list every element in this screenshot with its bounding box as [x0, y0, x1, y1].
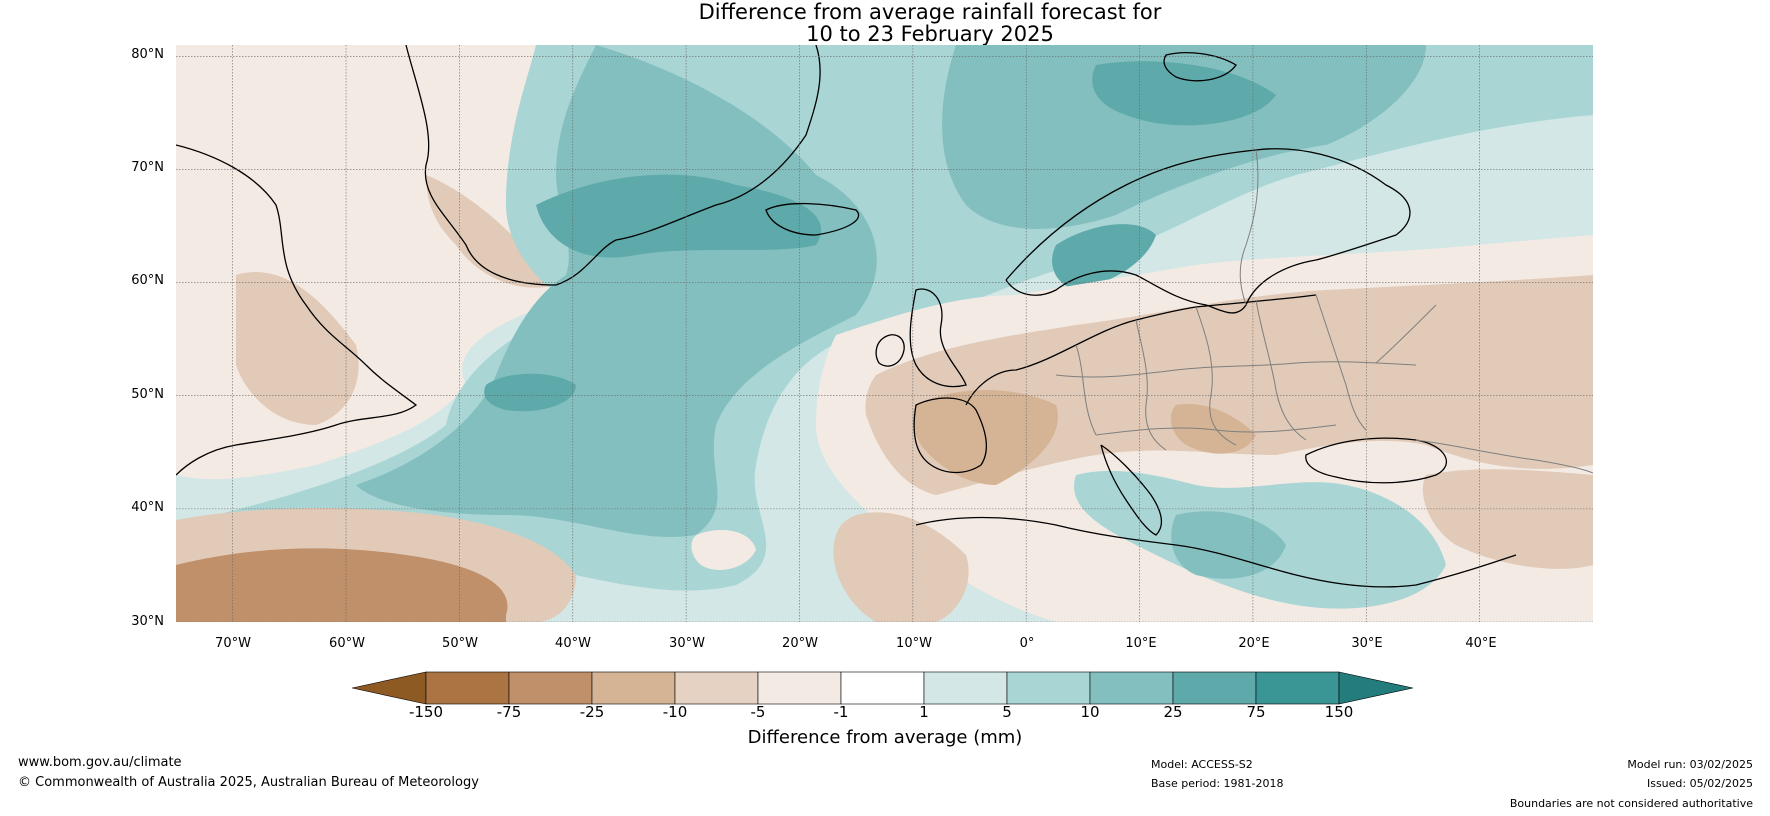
lon-label-20w: 20°W — [782, 636, 818, 651]
map-title-line-1: Difference from average rainfall forecas… — [698, 0, 1162, 24]
colorbar-tick-label: 5 — [1002, 703, 1012, 721]
coastline-canada — [176, 144, 418, 476]
coastlines — [176, 45, 1517, 588]
colorbar-extend-max — [1338, 671, 1414, 705]
colorbar-extend-min — [352, 671, 427, 705]
dry-region-greenland-west — [426, 175, 556, 288]
colorbar-tick-label: -10 — [662, 703, 688, 721]
coastline-greenland — [405, 45, 821, 286]
colorbar-tick-label: 25 — [1163, 703, 1183, 721]
colorbar-tick-label: 75 — [1246, 703, 1266, 721]
boundaries-disclaimer: Boundaries are not considered authoritat… — [1509, 797, 1753, 810]
colorbar-segment — [757, 671, 842, 705]
lon-label-40e: 40°E — [1465, 636, 1497, 651]
colorbar-tick-label: 150 — [1324, 703, 1354, 721]
lon-label-0: 0° — [1019, 636, 1035, 651]
coastline-scandinavia — [1005, 148, 1411, 314]
dry-region-labrador — [236, 272, 359, 425]
coastline-iceland — [765, 202, 860, 236]
issued-date: Issued: 05/02/2025 — [1646, 777, 1753, 790]
map-title-line-2: 10 to 23 February 2025 — [806, 22, 1054, 46]
website-link[interactable]: www.bom.gov.au/climate — [18, 755, 182, 770]
lat-label-80n: 80°N — [131, 47, 164, 62]
colorbar-segment — [1006, 671, 1091, 705]
graticule — [176, 45, 1593, 622]
lat-label-30n: 30°N — [131, 614, 164, 629]
wet-region-north-atlantic — [942, 45, 1426, 229]
coastline-iberia — [913, 397, 988, 474]
colorbar-segment — [508, 671, 593, 705]
lat-label-70n: 70°N — [131, 160, 164, 175]
colorbar-segment — [425, 671, 510, 705]
wet-region-greenland-coast — [536, 174, 822, 258]
wet-region-norway — [1052, 224, 1156, 290]
wet-region-mid-atlantic — [484, 373, 576, 412]
coastline-svalbard — [1163, 52, 1237, 82]
coastline-north-africa — [915, 516, 1517, 588]
colorbar-tick-label: -25 — [579, 703, 605, 721]
colorbar-segment — [923, 671, 1008, 705]
copyright-text: © Commonwealth of Australia 2025, Austra… — [18, 775, 479, 790]
coastline-british-isles — [909, 288, 967, 388]
lon-label-10w: 10°W — [896, 636, 932, 651]
model-run-date: Model run: 03/02/2025 — [1627, 758, 1753, 771]
lat-label-60n: 60°N — [131, 273, 164, 288]
lat-label-40n: 40°N — [131, 500, 164, 515]
rainfall-anomaly-map — [176, 45, 1593, 622]
colorbar-segment — [1255, 671, 1340, 705]
colorbar-segment — [591, 671, 676, 705]
wet-region-atlantic-core — [356, 45, 877, 538]
dry-region-middle-east — [1422, 469, 1593, 569]
colorbar — [352, 671, 1414, 705]
lon-label-40w: 40°W — [555, 636, 591, 651]
lon-label-30e: 30°E — [1351, 636, 1383, 651]
colorbar-tick-label: -1 — [833, 703, 849, 721]
coastline-ireland — [875, 334, 905, 367]
coastline-italy — [1100, 444, 1163, 536]
lon-label-70w: 70°W — [215, 636, 251, 651]
lon-label-20e: 20°E — [1238, 636, 1270, 651]
wet-region-eastern-med — [1171, 511, 1286, 579]
lon-label-60w: 60°W — [329, 636, 365, 651]
colorbar-tick-label: -5 — [750, 703, 766, 721]
dry-region-north-africa — [833, 512, 969, 622]
model-name: Model: ACCESS-S2 — [1151, 758, 1253, 771]
wet-region-svalbard — [1092, 61, 1276, 126]
colorbar-segment — [1172, 671, 1257, 705]
coastline-western-europe — [965, 294, 1317, 406]
base-period: Base period: 1981-2018 — [1151, 777, 1284, 790]
dry-region-patch-azores — [691, 530, 756, 570]
colorbar-segment — [840, 671, 925, 705]
coastline-black-sea — [1305, 437, 1448, 484]
country-borders — [1055, 149, 1593, 474]
colorbar-segment — [1089, 671, 1174, 705]
colorbar-segment — [674, 671, 759, 705]
colorbar-tick-label: 10 — [1080, 703, 1100, 721]
colorbar-tick-label: 1 — [919, 703, 929, 721]
colorbar-tick-label: -150 — [408, 703, 444, 721]
lon-label-50w: 50°W — [442, 636, 478, 651]
dry-region-balkans — [1170, 404, 1256, 454]
lon-label-30w: 30°W — [669, 636, 705, 651]
colorbar-tick-label: -75 — [496, 703, 522, 721]
lat-label-50n: 50°N — [131, 387, 164, 402]
colorbar-label: Difference from average (mm) — [747, 727, 1023, 748]
lon-label-10e: 10°E — [1125, 636, 1157, 651]
dry-region-subtropical-core — [176, 548, 508, 622]
